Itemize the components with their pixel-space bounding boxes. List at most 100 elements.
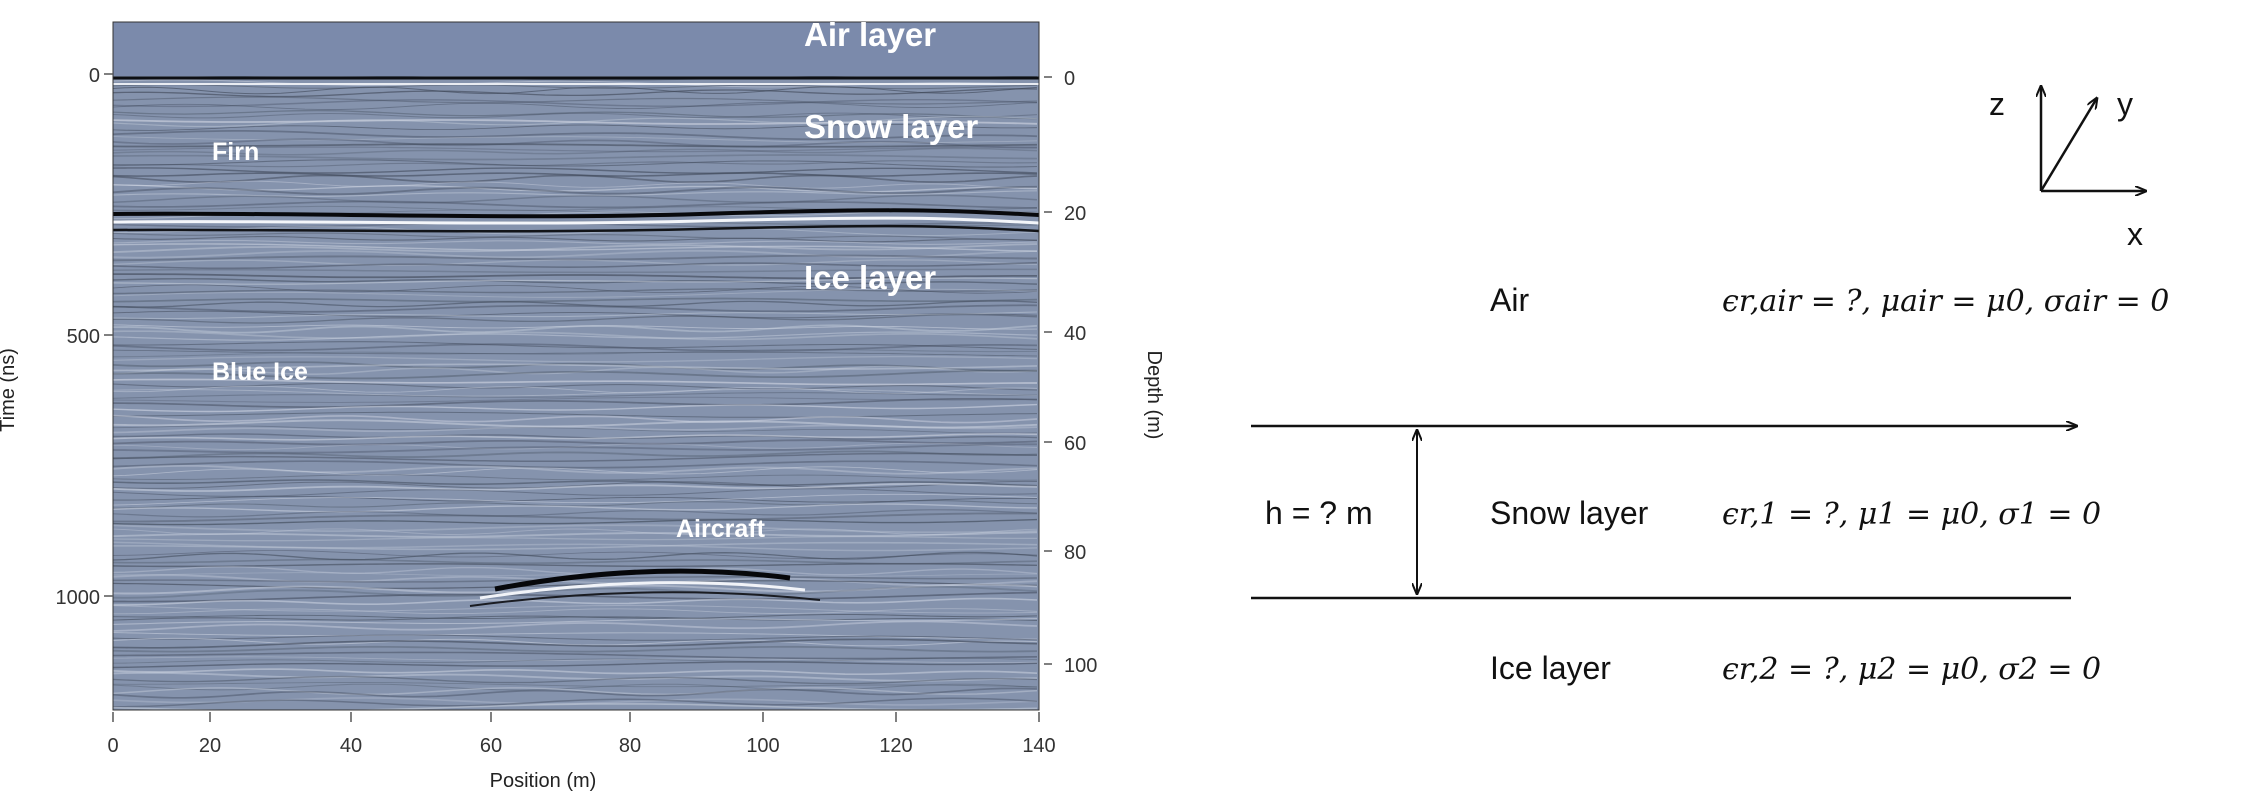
- bottom-tick-label: 100: [746, 735, 779, 757]
- reflection-stripe: [113, 259, 1038, 266]
- reflection-stripe: [113, 500, 1038, 509]
- reflection-stripe: [113, 341, 1038, 350]
- reflection-stripe: [113, 512, 1038, 523]
- reflection-stripe: [113, 480, 1038, 489]
- reflection-stripe: [113, 419, 1038, 429]
- reflection-stripe: [113, 541, 1038, 551]
- snow-properties: ϵr,1 = ?, μ1 = μ0, σ1 = 0: [1722, 497, 2101, 532]
- reflection-stripe: [113, 167, 1038, 174]
- reflection-stripe: [113, 574, 1038, 587]
- snow-label: Snow layer: [1490, 495, 1649, 531]
- reflection-stripe: [113, 697, 1038, 706]
- reflection-stripe: [113, 442, 1038, 451]
- reflection-stripe: [113, 385, 1038, 394]
- reflection-stripe: [113, 261, 1038, 270]
- reflection-stripe: [113, 249, 1038, 259]
- aircraft-label: Aircraft: [676, 515, 766, 543]
- radargram-plot: [112, 21, 1040, 711]
- reflection-stripe: [113, 703, 1038, 710]
- firn-label: Firn: [212, 138, 259, 166]
- radargram-annotations: Air layer Snow layer Ice layer Firn Blue…: [212, 16, 978, 543]
- strong-reflectors: [113, 76, 1039, 607]
- reflection-stripe: [113, 119, 1038, 125]
- reflection-stripe: [113, 138, 1037, 149]
- bottom-tick-label: 60: [480, 735, 502, 757]
- reflection-stripe: [113, 637, 1038, 647]
- reflection-stripe: [113, 651, 1038, 660]
- reflection-stripe: [113, 495, 1038, 503]
- ice-properties: ϵr,2 = ?, μ2 = μ0, σ2 = 0: [1722, 652, 2101, 687]
- ice-label: Ice layer: [1490, 650, 1611, 686]
- reflection-stripe: [113, 324, 1038, 334]
- bottom-tick-label: 120: [879, 735, 912, 757]
- right-tick-label: 60: [1064, 433, 1086, 455]
- reflection-stripe: [113, 563, 1038, 568]
- reflection-stripe: [113, 361, 1038, 372]
- reflection-stripe: [113, 424, 1038, 434]
- reflection-stripe: [113, 288, 1038, 298]
- left-axis-title: Time (ns): [0, 348, 19, 432]
- reflection-stripe: [113, 123, 1038, 131]
- reflection-stripe: [113, 620, 1038, 632]
- reflection-stripe: [113, 541, 1038, 552]
- reflection-texture: [113, 74, 1038, 710]
- reflection-stripe: [113, 239, 1038, 245]
- reflection-stripe: [113, 288, 1038, 295]
- left-tick-label: 0: [89, 65, 100, 87]
- reflection-stripe: [113, 585, 1038, 599]
- reflection-stripe: [113, 159, 1038, 168]
- right-tick-label: 20: [1064, 203, 1086, 225]
- right-axis-title: Depth (m): [1143, 351, 1165, 440]
- reflection-stripe: [113, 300, 1038, 308]
- reflection-stripe: [113, 608, 1038, 615]
- layer-schematic: z y x h = ? m Air Snow layer Ice layer ϵ…: [1251, 0, 2169, 687]
- reflection-stripe: [113, 597, 1038, 606]
- reflection-stripe: [113, 443, 1037, 454]
- reflection-stripe: [113, 671, 1038, 682]
- reflection-stripe: [113, 433, 1038, 440]
- reflection-stripe: [113, 313, 1038, 324]
- reflection-stripe: [113, 365, 1038, 375]
- reflection-stripe: [113, 531, 1038, 538]
- y-axis-label: y: [2117, 86, 2133, 122]
- reflection-stripe: [113, 460, 1038, 469]
- reflection-stripe: [113, 466, 1038, 477]
- reflection-stripe: [113, 130, 1038, 141]
- reflection-stripe: [113, 88, 1038, 98]
- reflection-stripe: [113, 634, 1038, 641]
- aircraft-hyperbola-echo: [479, 581, 806, 600]
- reflection-stripe: [113, 580, 1038, 589]
- reflection-stripe: [113, 687, 1038, 699]
- reflection-stripe: [113, 411, 1038, 418]
- reflection-stripe: [113, 425, 1038, 434]
- air-properties: ϵr,air = ?, μair = μ0, σair = 0: [1722, 284, 2169, 319]
- ice-reflector-echo: [113, 216, 1039, 225]
- reflection-stripe: [113, 115, 1038, 128]
- y-axis-arrow: [2039, 98, 2097, 192]
- reflection-stripe: [113, 136, 1038, 144]
- reflection-stripe: [113, 661, 1038, 669]
- bottom-tick-label: 20: [199, 735, 221, 757]
- reflection-stripe: [113, 226, 1038, 236]
- reflection-stripe: [113, 433, 1038, 441]
- blue-ice-label: Blue Ice: [212, 358, 308, 386]
- reflection-stripe: [113, 160, 1038, 168]
- air-band: [113, 22, 1039, 76]
- reflection-stripe: [113, 96, 1038, 105]
- reflection-stripe: [113, 98, 1038, 108]
- ice-reflector-echo-2: [113, 224, 1039, 233]
- reflection-stripe: [113, 645, 1038, 653]
- reflection-stripe: [113, 397, 1038, 408]
- reflection-stripe: [113, 550, 1038, 560]
- reflection-stripe: [113, 604, 1038, 614]
- reflection-stripe: [113, 518, 1038, 526]
- reflection-stripe: [113, 243, 1038, 254]
- reflection-stripe: [113, 184, 1038, 193]
- reflection-stripe: [113, 675, 1038, 685]
- reflection-stripe: [113, 509, 1038, 518]
- reflection-stripe: [113, 439, 1038, 446]
- reflection-stripe: [113, 683, 1038, 691]
- reflection-stripe: [113, 369, 1038, 380]
- aircraft-hyperbola-echo-2: [469, 591, 821, 607]
- reflection-stripe: [113, 349, 1038, 358]
